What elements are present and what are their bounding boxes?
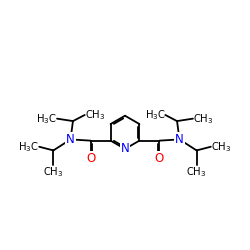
- Text: H$_3$C: H$_3$C: [36, 112, 57, 126]
- Text: N: N: [66, 133, 75, 146]
- Text: CH$_3$: CH$_3$: [211, 140, 231, 154]
- Text: O: O: [86, 152, 95, 165]
- Text: H$_3$C: H$_3$C: [18, 140, 39, 154]
- Text: CH$_3$: CH$_3$: [186, 165, 207, 179]
- Text: O: O: [155, 152, 164, 165]
- Text: CH$_3$: CH$_3$: [43, 165, 64, 179]
- Text: H$_3$C: H$_3$C: [144, 108, 165, 122]
- Text: CH$_3$: CH$_3$: [85, 108, 105, 122]
- Text: CH$_3$: CH$_3$: [193, 112, 214, 126]
- Text: N: N: [175, 133, 184, 146]
- Text: N: N: [120, 142, 130, 156]
